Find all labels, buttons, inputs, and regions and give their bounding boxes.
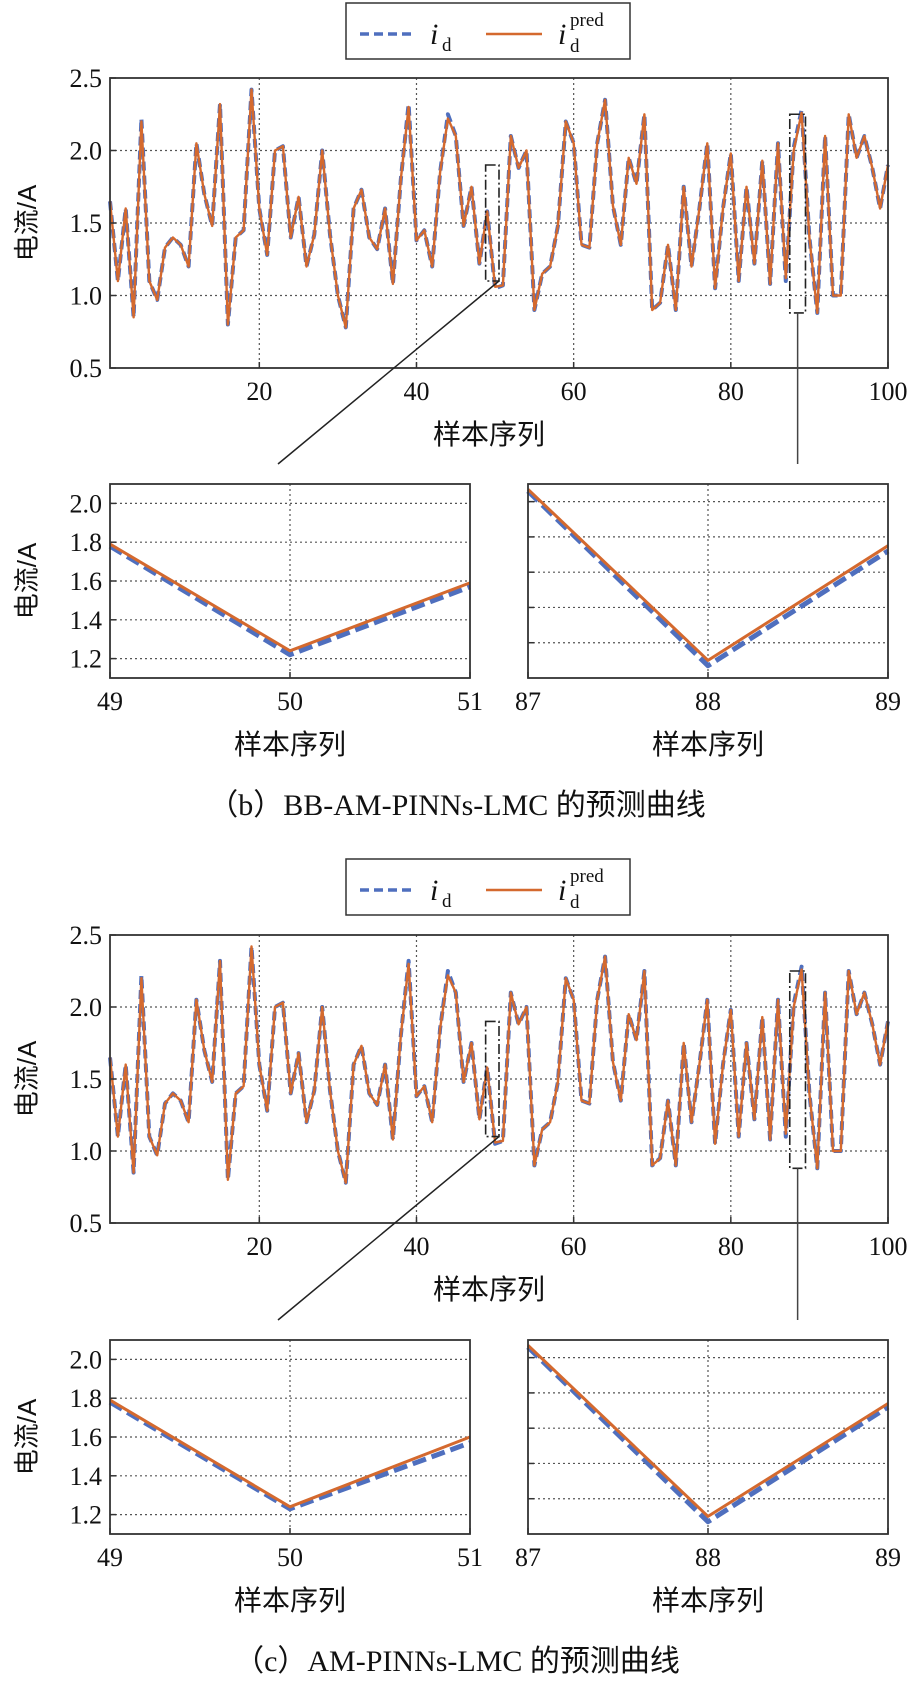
zoom-connector-left-0 (277, 280, 500, 465)
zoom-right-0-series-id-pred (526, 488, 889, 662)
main-0-xtick-label-1: 40 (403, 377, 429, 406)
legend-sub-id-pred: d (570, 892, 580, 913)
main-1-ytick-label-4: 2.5 (70, 921, 103, 950)
zoom-left-1-series-id (108, 1399, 471, 1512)
legend-sup-id-pred: pred (570, 866, 604, 887)
main-0-series-id-pred (108, 88, 890, 329)
zoom-left-0-ytick-label-0: 1.2 (70, 645, 103, 674)
zoom-right-xlabel-0: 样本序列 (652, 729, 764, 760)
zoom-right-xlabel-1: 样本序列 (652, 1585, 764, 1616)
main-1-panel: 20 40 60 80 100 0.5 1.0 1.5 2.0 2.5 (70, 921, 908, 1261)
main-0-xtick-label-2: 60 (561, 377, 587, 406)
zoom-left-0-ytick-label-3: 1.8 (70, 528, 103, 557)
zoom-right-1-xtick-label-1: 88 (695, 1543, 721, 1572)
zoom-left-1-ytick-label-2: 1.6 (70, 1423, 103, 1452)
main-0-xtick-label-0: 20 (246, 377, 272, 406)
zoom-left-xlabel-0: 样本序列 (234, 729, 346, 760)
zoom-connector-left-1 (277, 1136, 500, 1321)
main-xlabel-1: 样本序列 (433, 1274, 545, 1305)
zoom-left-1-xtick-label-2: 51 (457, 1543, 483, 1572)
legend-box (345, 858, 631, 916)
main-0-ytick-label-0: 0.5 (70, 354, 103, 383)
main-1-series-id-pred (108, 945, 890, 1184)
main-1-ytick-label-3: 2.0 (70, 993, 103, 1022)
figure-caption-0: （b）BB-AM-PINNs-LMC 的预测曲线 (208, 789, 706, 822)
main-0-ytick-label-1: 1.0 (70, 282, 103, 311)
zoom-right-0-series-id (526, 489, 890, 669)
zoom-right-0-xtick-label-1: 88 (695, 687, 721, 716)
figure-caption-1: （c）AM-PINNs-LMC 的预测曲线 (234, 1645, 680, 1678)
zoom-right-0-xtick-label-0: 87 (515, 687, 541, 716)
main-1-xtick-label-2: 60 (561, 1232, 587, 1261)
zoom-left-1-ytick-label-3: 1.8 (70, 1384, 103, 1413)
zoom-right-1-series-id-pred (526, 1344, 889, 1518)
main-0-xtick-label-3: 80 (718, 377, 744, 406)
zoom-left-0-panel: 49 50 51 1.2 1.4 1.6 1.8 2.0 (70, 483, 483, 716)
main-xlabel-0: 样本序列 (433, 419, 545, 450)
zoom-left-0-xtick-label-2: 51 (457, 687, 483, 716)
zoom-left-0-ytick-label-2: 1.6 (70, 567, 103, 596)
zoom-left-1-ytick-label-0: 1.2 (70, 1501, 103, 1530)
zoom-left-0-ytick-label-1: 1.4 (70, 606, 103, 635)
zoom-left-ylabel-1: 电流/A (12, 1398, 42, 1475)
main-ylabel-0: 电流/A (12, 184, 42, 261)
legend-sup-id-pred: pred (570, 10, 604, 31)
zoom-left-ylabel-0: 电流/A (12, 542, 42, 619)
main-0-xtick-label-4: 100 (869, 377, 908, 406)
legend-sub-id: d (442, 35, 452, 56)
zoom-left-0-xtick-label-0: 49 (97, 687, 123, 716)
zoom-right-0-xtick-label-2: 89 (875, 687, 901, 716)
zoom-right-1-xtick-label-2: 89 (875, 1543, 901, 1572)
zoom-left-1-panel: 49 50 51 1.2 1.4 1.6 1.8 2.0 (70, 1339, 483, 1572)
zoom-right-1-xtick-label-0: 87 (515, 1543, 541, 1572)
main-1-xtick-label-4: 100 (869, 1232, 908, 1261)
main-1-xtick-label-1: 40 (403, 1232, 429, 1261)
zoom-left-1-ytick-label-4: 2.0 (70, 1345, 103, 1374)
zoom-left-1-series-id-pred (109, 1398, 471, 1509)
main-1-xtick-label-3: 80 (718, 1232, 744, 1261)
main-ylabel-1: 电流/A (12, 1040, 42, 1117)
zoom-right-0-panel: 87 88 89 (515, 483, 901, 716)
main-0-panel: 20 40 60 80 100 0.5 1.0 1.5 2.0 2.5 (70, 64, 908, 406)
legend-label-id-pred: i (558, 874, 566, 907)
main-1-ytick-label-1: 1.0 (70, 1137, 103, 1166)
zoom-left-0-xtick-label-1: 50 (277, 687, 303, 716)
zoom-left-1-xtick-label-1: 50 (277, 1543, 303, 1572)
zoom-left-0-series-id-pred (109, 542, 471, 653)
main-0-ytick-label-3: 2.0 (70, 137, 103, 166)
main-1-xtick-label-0: 20 (246, 1232, 272, 1261)
legend-label-id-pred: i (558, 18, 566, 51)
zoom-left-1-xtick-label-0: 49 (97, 1543, 123, 1572)
zoom-right-1-panel: 87 88 89 (515, 1339, 901, 1572)
zoom-box-left-0 (484, 164, 500, 282)
zoom-left-xlabel-1: 样本序列 (234, 1585, 346, 1616)
main-1-ytick-label-2: 1.5 (70, 1065, 103, 1094)
main-0-ytick-label-2: 1.5 (70, 209, 103, 238)
zoom-box-left-1 (484, 1020, 500, 1138)
legend-label-id: i (430, 18, 438, 51)
legend-sub-id-pred: d (570, 36, 580, 57)
zoom-left-0-ytick-label-4: 2.0 (70, 489, 103, 518)
main-1-ytick-label-0: 0.5 (70, 1209, 103, 1238)
zoom-right-1-series-id (526, 1345, 890, 1525)
legend-label-id: i (430, 874, 438, 907)
zoom-left-0-series-id (108, 543, 471, 658)
zoom-left-1-ytick-label-1: 1.4 (70, 1462, 103, 1491)
legend-sub-id: d (442, 891, 452, 912)
legend-box (345, 2, 631, 60)
main-0-ytick-label-4: 2.5 (70, 64, 103, 93)
